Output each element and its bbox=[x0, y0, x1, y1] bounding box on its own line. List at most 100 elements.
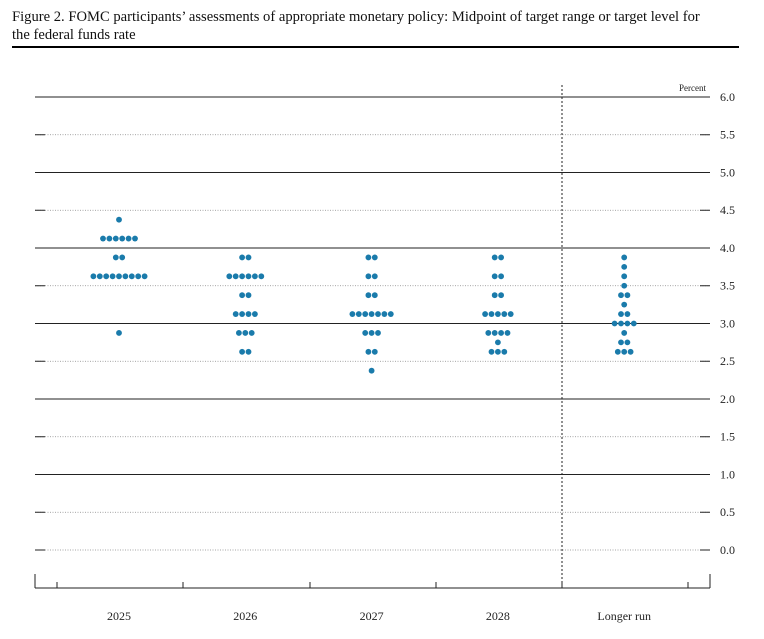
dot bbox=[135, 273, 142, 280]
dot bbox=[365, 273, 372, 280]
dot bbox=[621, 263, 628, 270]
dot bbox=[624, 320, 631, 327]
title-rule bbox=[12, 46, 739, 48]
dot bbox=[624, 292, 631, 299]
dot bbox=[618, 311, 624, 317]
y-tick-label: 6.0 bbox=[720, 90, 735, 104]
dot bbox=[498, 292, 504, 299]
dot bbox=[239, 292, 246, 299]
dot bbox=[504, 330, 511, 336]
dot bbox=[368, 311, 375, 317]
dot bbox=[491, 273, 498, 280]
dot bbox=[501, 311, 508, 317]
y-tick-label: 0.0 bbox=[720, 543, 735, 557]
dot bbox=[621, 348, 628, 355]
dot bbox=[242, 330, 249, 336]
dot bbox=[371, 273, 378, 280]
dot bbox=[371, 348, 378, 355]
dot bbox=[618, 292, 624, 299]
chart-title: Figure 2. FOMC participants’ assessments… bbox=[12, 9, 700, 43]
dot bbox=[252, 273, 258, 280]
dot bbox=[621, 273, 628, 280]
dot bbox=[252, 311, 258, 317]
dot bbox=[365, 348, 372, 355]
dot bbox=[106, 235, 113, 242]
dot bbox=[112, 235, 119, 242]
dot bbox=[232, 273, 239, 280]
dot bbox=[258, 273, 265, 280]
dot bbox=[119, 254, 126, 261]
dot bbox=[368, 330, 375, 336]
y-tick-label: 3.5 bbox=[720, 279, 735, 293]
dot bbox=[618, 320, 624, 327]
x-tick-label: 2025 bbox=[107, 609, 131, 623]
dot bbox=[365, 292, 372, 299]
dot bbox=[128, 273, 135, 280]
x-tick-label: 2028 bbox=[486, 609, 510, 623]
dot bbox=[245, 254, 252, 261]
dot bbox=[232, 311, 239, 317]
dot bbox=[501, 348, 508, 355]
dot bbox=[618, 339, 624, 346]
dot bbox=[381, 311, 388, 317]
dot bbox=[362, 330, 369, 336]
dot bbox=[498, 330, 504, 336]
y-tick-label: 3.0 bbox=[720, 316, 735, 330]
x-tick-label: Longer run bbox=[597, 609, 651, 623]
y-tick-label: 4.5 bbox=[720, 203, 735, 217]
y-tick-label: 5.0 bbox=[720, 165, 735, 179]
dot bbox=[621, 282, 628, 289]
dot bbox=[116, 216, 122, 223]
y-tick-label: 2.0 bbox=[720, 392, 735, 406]
dot bbox=[614, 348, 621, 355]
dot bbox=[141, 273, 148, 280]
dot bbox=[621, 330, 628, 336]
dot bbox=[239, 254, 246, 261]
dot bbox=[488, 348, 495, 355]
dot bbox=[624, 311, 631, 317]
dot bbox=[116, 330, 122, 336]
dot bbox=[491, 292, 498, 299]
dot bbox=[236, 330, 242, 336]
dot bbox=[498, 273, 504, 280]
dot bbox=[630, 320, 637, 327]
dot bbox=[245, 292, 252, 299]
dot bbox=[621, 301, 628, 308]
dot bbox=[90, 273, 97, 280]
dot bbox=[624, 339, 631, 346]
dot bbox=[365, 254, 372, 261]
dot bbox=[507, 311, 514, 317]
dot bbox=[100, 235, 106, 242]
dot bbox=[627, 348, 634, 355]
dot bbox=[375, 330, 381, 336]
dot bbox=[239, 348, 246, 355]
dot bbox=[349, 311, 356, 317]
dot bbox=[125, 235, 132, 242]
dot bbox=[485, 330, 492, 336]
dot bbox=[96, 273, 103, 280]
dot bbox=[375, 311, 381, 317]
dot bbox=[112, 254, 119, 261]
dot bbox=[103, 273, 110, 280]
dot bbox=[239, 311, 246, 317]
dot bbox=[387, 311, 394, 317]
dot bbox=[495, 339, 501, 346]
dot bbox=[245, 348, 252, 355]
x-tick-label: 2026 bbox=[233, 609, 257, 623]
dot bbox=[611, 320, 618, 327]
dot bbox=[362, 311, 369, 317]
dot bbox=[119, 235, 126, 242]
dot bbox=[226, 273, 233, 280]
y-tick-label: 2.5 bbox=[720, 354, 735, 368]
x-tick-label: 2027 bbox=[360, 609, 384, 623]
y-axis-label: Percent bbox=[679, 83, 706, 93]
dot bbox=[239, 273, 246, 280]
dot bbox=[245, 311, 252, 317]
dot bbox=[498, 254, 504, 261]
dot bbox=[491, 254, 498, 261]
dot bbox=[132, 235, 138, 242]
y-tick-label: 1.5 bbox=[720, 430, 735, 444]
dot bbox=[495, 348, 501, 355]
dot bbox=[355, 311, 362, 317]
